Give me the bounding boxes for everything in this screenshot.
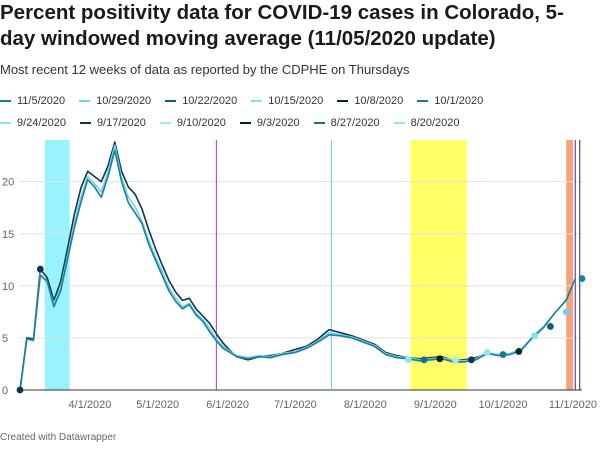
data-point-marker — [16, 386, 24, 394]
x-tick-label: 11/1/2020 — [549, 399, 597, 411]
legend-swatch — [417, 100, 429, 102]
x-tick-label: 8/1/2020 — [344, 399, 387, 411]
y-tick-label: 0 — [2, 385, 8, 397]
legend-label: 10/22/2020 — [182, 95, 238, 107]
data-point-marker — [36, 265, 44, 273]
legend-label: 9/24/2020 — [17, 117, 66, 129]
legend-label: 10/1/2020 — [434, 95, 484, 107]
legend-label: 8/20/2020 — [410, 117, 460, 129]
legend-swatch — [337, 100, 349, 102]
legend-item: 10/29/2020 — [79, 95, 151, 107]
line-chart: 0 5 10 15 20 4/1/2020 5/1/2020 6/1/2020 7/1/2020… — [2, 140, 597, 411]
legend-item: 8/27/2020 — [313, 117, 380, 129]
y-tick-label: 20 — [2, 177, 14, 189]
legend-label: 10/8/2020 — [354, 95, 404, 107]
legend-swatch — [393, 122, 405, 124]
shaded-range — [566, 140, 573, 390]
x-tick-label: 10/1/2020 — [479, 399, 528, 411]
data-point-marker — [420, 356, 428, 364]
legend-swatch — [165, 100, 177, 102]
data-point-marker — [547, 323, 554, 330]
legend-item: 9/3/2020 — [239, 117, 300, 129]
legend-item: 10/8/2020 — [337, 95, 403, 107]
legend-swatch — [313, 122, 325, 124]
legend-swatch — [79, 122, 91, 124]
legend-item: 9/10/2020 — [159, 117, 226, 129]
data-point-marker — [483, 349, 491, 356]
data-point-marker — [404, 356, 412, 364]
legend-label: 9/17/2020 — [96, 117, 146, 129]
x-tick-label: 5/1/2020 — [136, 399, 179, 411]
datawrapper-credit: Created with Datawrapper — [0, 432, 117, 443]
legend-swatch — [79, 100, 91, 102]
legend-swatch — [159, 122, 171, 124]
legend-label: 11/5/2020 — [17, 95, 66, 107]
legend-item: 9/24/2020 — [0, 117, 66, 129]
legend-item: 10/22/2020 — [165, 95, 237, 107]
legend-item: 10/1/2020 — [417, 95, 483, 107]
legend-label: 10/15/2020 — [268, 95, 324, 107]
series-line — [19, 141, 499, 391]
data-point-marker — [499, 351, 507, 358]
data-point-marker — [468, 356, 475, 364]
legend-swatch — [0, 122, 11, 124]
x-tick-label: 7/1/2020 — [274, 399, 317, 411]
x-tick-label: 6/1/2020 — [206, 399, 249, 411]
y-tick-label: 15 — [2, 229, 14, 241]
legend-row: 9/24/2020 9/17/2020 9/10/2020 9/3/2020 8/27/… — [0, 112, 600, 134]
series-line — [19, 149, 576, 391]
legend-swatch — [239, 122, 251, 124]
x-tick-label: 9/1/2020 — [414, 399, 457, 411]
legend-row: 11/5/2020 10/29/2020 10/22/2020 10/15/2020 1… — [0, 90, 600, 112]
shaded-range — [410, 140, 467, 390]
legend-item: 10/15/2020 — [251, 95, 323, 107]
legend-label: 10/29/2020 — [96, 95, 152, 107]
x-tick-label: 4/1/2020 — [69, 399, 112, 411]
legend-swatch — [251, 100, 263, 102]
legend-swatch — [0, 100, 11, 102]
y-tick-label: 5 — [2, 333, 8, 345]
data-point-marker — [578, 275, 586, 282]
data-point-marker — [452, 356, 460, 364]
legend-label: 9/10/2020 — [176, 117, 226, 129]
legend: 11/5/2020 10/29/2020 10/22/2020 10/15/2020 1… — [0, 90, 600, 134]
data-point-marker — [515, 348, 523, 355]
chart-subtitle: Most recent 12 weeks of data as reported… — [0, 62, 410, 77]
series-line — [19, 144, 567, 391]
data-point-marker — [562, 308, 570, 316]
legend-label: 8/27/2020 — [330, 117, 380, 129]
data-point-marker — [531, 332, 539, 340]
legend-label: 9/3/2020 — [256, 117, 300, 129]
legend-item: 9/17/2020 — [79, 117, 146, 129]
data-point-marker — [436, 355, 444, 363]
y-tick-label: 10 — [2, 281, 14, 293]
legend-item: 11/5/2020 — [0, 95, 65, 107]
chart-title: Percent positivity data for COVID-19 cas… — [0, 1, 564, 50]
legend-item: 8/20/2020 — [393, 117, 460, 129]
